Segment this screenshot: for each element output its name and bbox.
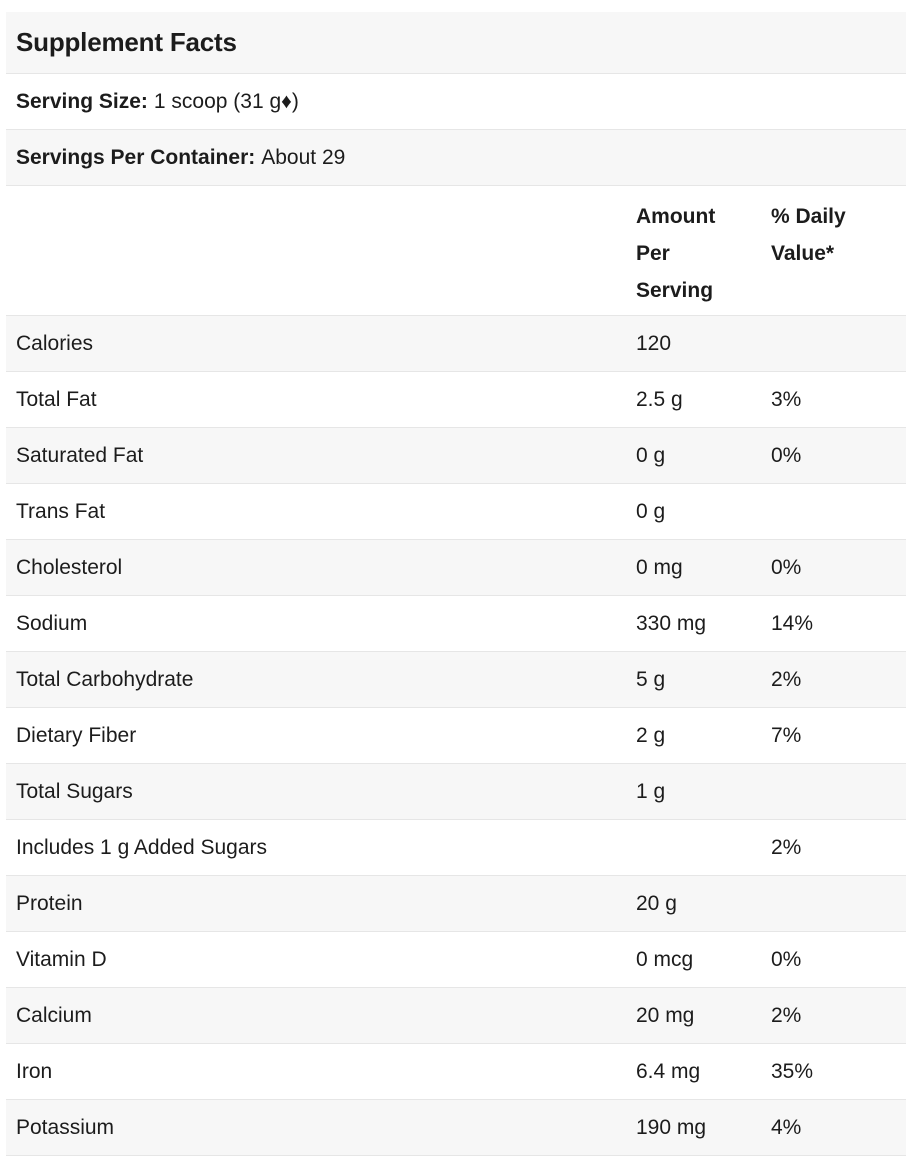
table-row: Iron 6.4 mg 35% <box>6 1044 906 1100</box>
nutrient-amount: 330 mg <box>636 611 707 635</box>
table-row: Includes 1 g Added Sugars 2% <box>6 820 906 876</box>
nutrient-amount: 5 g <box>636 667 666 691</box>
nutrient-name: Total Fat <box>16 387 97 411</box>
panel-title: Supplement Facts <box>16 27 237 57</box>
nutrient-daily-value: 0% <box>771 443 802 467</box>
daily-value-header-line: Value* <box>771 242 835 265</box>
nutrient-name: Dietary Fiber <box>16 723 137 747</box>
nutrient-amount: 0 g <box>636 443 666 467</box>
table-row: Potassium 190 mg 4% <box>6 1100 906 1156</box>
table-row: Vitamin D 0 mcg 0% <box>6 932 906 988</box>
nutrient-name: Includes 1 g Added Sugars <box>16 835 268 859</box>
amount-header-line: Serving <box>636 279 714 302</box>
nutrient-name: Total Sugars <box>16 779 133 803</box>
nutrient-name: Potassium <box>16 1115 115 1139</box>
nutrient-amount: 20 mg <box>636 1003 695 1027</box>
servings-per-container-label: Servings Per Container: <box>16 145 256 169</box>
nutrient-amount: 0 mcg <box>636 947 694 971</box>
table-row: Total Fat 2.5 g 3% <box>6 372 906 428</box>
nutrient-daily-value: 4% <box>771 1115 802 1139</box>
nutrient-name: Trans Fat <box>16 499 106 523</box>
serving-size-label: Serving Size: <box>16 89 148 113</box>
table-row: Saturated Fat 0 g 0% <box>6 428 906 484</box>
nutrient-amount: 0 mg <box>636 555 683 579</box>
nutrient-daily-value: 0% <box>771 947 802 971</box>
amount-header-line: Amount <box>636 205 716 228</box>
nutrient-name: Protein <box>16 891 83 915</box>
nutrient-amount: 6.4 mg <box>636 1059 701 1083</box>
table-row: Calories 120 <box>6 316 906 372</box>
serving-size-row: Serving Size: 1 scoop (31 g♦) <box>6 74 906 130</box>
table-row: Dietary Fiber 2 g 7% <box>6 708 906 764</box>
servings-per-container-row: Servings Per Container: About 29 <box>6 130 906 186</box>
nutrient-name: Vitamin D <box>16 947 107 971</box>
nutrient-name: Calcium <box>16 1003 92 1027</box>
nutrient-amount: 1 g <box>636 779 666 803</box>
nutrient-daily-value: 2% <box>771 1003 802 1027</box>
nutrient-table: Amount Per Serving % Daily Value* Calori… <box>6 186 906 1156</box>
nutrient-name: Calories <box>16 331 94 355</box>
nutrient-amount: 2 g <box>636 723 666 747</box>
table-row: Total Sugars 1 g <box>6 764 906 820</box>
table-row: Cholesterol 0 mg 0% <box>6 540 906 596</box>
table-row: Trans Fat 0 g <box>6 484 906 540</box>
nutrient-daily-value: 2% <box>771 667 802 691</box>
nutrient-daily-value: 0% <box>771 555 802 579</box>
title-row: Supplement Facts <box>6 12 906 74</box>
amount-header-line: Per <box>636 242 670 265</box>
daily-value-column-header: % Daily Value* <box>771 198 906 272</box>
nutrient-daily-value: 3% <box>771 387 802 411</box>
nutrient-name: Cholesterol <box>16 555 123 579</box>
nutrient-name: Total Carbohydrate <box>16 667 194 691</box>
servings-per-container-value: About 29 <box>261 145 346 169</box>
nutrient-name: Saturated Fat <box>16 443 144 467</box>
table-row: Total Carbohydrate 5 g 2% <box>6 652 906 708</box>
nutrient-amount: 190 mg <box>636 1115 707 1139</box>
serving-size-value: 1 scoop (31 g♦) <box>153 89 299 113</box>
nutrient-amount: 20 g <box>636 891 677 915</box>
nutrient-daily-value: 2% <box>771 835 802 859</box>
amount-column-header: Amount Per Serving <box>636 198 771 309</box>
nutrient-name: Sodium <box>16 611 88 635</box>
nutrient-name: Iron <box>16 1059 53 1083</box>
nutrient-amount: 2.5 g <box>636 387 683 411</box>
nutrient-daily-value: 35% <box>771 1059 814 1083</box>
table-header-row: Amount Per Serving % Daily Value* <box>6 186 906 316</box>
nutrient-daily-value: 7% <box>771 723 802 747</box>
nutrient-daily-value: 14% <box>771 611 814 635</box>
nutrient-amount: 0 g <box>636 499 666 523</box>
table-row: Sodium 330 mg 14% <box>6 596 906 652</box>
table-row: Calcium 20 mg 2% <box>6 988 906 1044</box>
supplement-facts-panel: Supplement Facts Serving Size: 1 scoop (… <box>6 12 906 1156</box>
nutrient-amount: 120 <box>636 331 672 355</box>
nutrient-rows: Calories 120 Total Fat 2.5 g 3% Saturated Fat… <box>6 316 906 1156</box>
table-row: Protein 20 g <box>6 876 906 932</box>
daily-value-header-line: % Daily <box>771 205 846 228</box>
